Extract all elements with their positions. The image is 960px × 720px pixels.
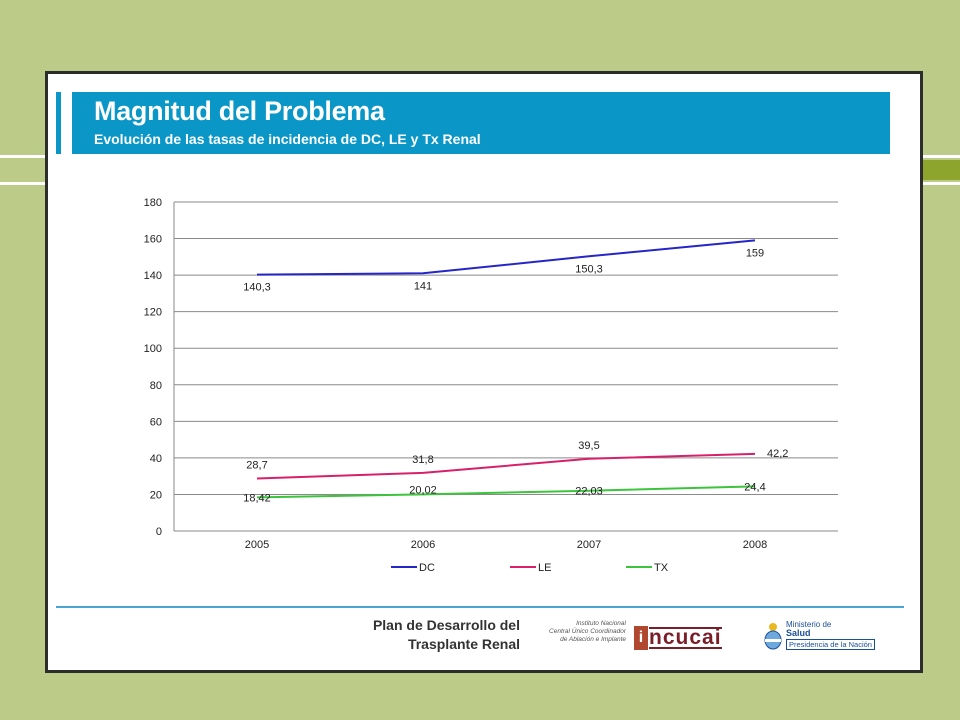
incucai-logo: i ncucai bbox=[634, 626, 722, 650]
y-tick-label: 180 bbox=[144, 197, 162, 209]
y-tick-label: 20 bbox=[150, 489, 162, 501]
institute-caption: Instituto Nacional Central Único Coordin… bbox=[546, 620, 626, 644]
data-label-le: 31,8 bbox=[412, 454, 433, 466]
x-tick-label: 2008 bbox=[743, 539, 767, 551]
series-line-tx bbox=[256, 485, 756, 499]
data-label-le: 28,7 bbox=[246, 460, 267, 472]
y-tick-label: 140 bbox=[144, 270, 162, 282]
data-label-tx: 20,02 bbox=[409, 484, 437, 496]
data-label-tx: 18,42 bbox=[243, 492, 271, 504]
footer-divider bbox=[56, 606, 904, 608]
legend-label-dc: DC bbox=[419, 562, 435, 574]
y-tick-label: 40 bbox=[150, 453, 162, 465]
data-label-le: 39,5 bbox=[578, 440, 599, 452]
data-label-dc: 141 bbox=[414, 280, 432, 292]
background-rule-right bbox=[920, 155, 960, 158]
ministry-line-2: Salud bbox=[786, 628, 811, 638]
legend-label-tx: TX bbox=[654, 562, 669, 574]
y-tick-label: 120 bbox=[144, 307, 162, 319]
institute-line-3: de Ablación e Implante bbox=[560, 636, 626, 643]
data-label-tx: 24,4 bbox=[744, 481, 765, 493]
y-tick-label: 100 bbox=[144, 343, 162, 355]
y-tick-label: 0 bbox=[156, 526, 162, 538]
title-bar: Magnitud del Problema Evolución de las t… bbox=[56, 92, 890, 154]
ministry-line-1: Ministerio de bbox=[786, 620, 832, 629]
data-label-dc: 150,3 bbox=[575, 263, 603, 275]
x-tick-label: 2006 bbox=[411, 539, 435, 551]
background-rule-right-lower bbox=[920, 182, 960, 185]
plan-title-line-2: Trasplante Renal bbox=[407, 636, 520, 652]
series-line-le bbox=[256, 452, 756, 480]
institute-line-1: Instituto Nacional bbox=[576, 620, 626, 627]
data-label-dc: 159 bbox=[746, 247, 764, 259]
line-chart: 0 20 40 60 80 100 120 140 160 180 2005 2006 2007 2008… bbox=[144, 197, 838, 574]
data-label-dc: 140,3 bbox=[243, 282, 271, 294]
incucai-logo-name: ncucai bbox=[649, 626, 722, 649]
x-tick-label: 2005 bbox=[245, 539, 269, 551]
page-title: Magnitud del Problema bbox=[94, 96, 385, 126]
legend-label-le: LE bbox=[538, 562, 551, 574]
data-label-le: 42,2 bbox=[767, 448, 788, 460]
ministry-line-3: Presidencia de la Nación bbox=[786, 639, 875, 650]
plan-title-line-1: Plan de Desarrollo del bbox=[372, 617, 520, 633]
plan-title: Plan de Desarrollo del Trasplante Renal bbox=[328, 616, 520, 654]
y-tick-label: 160 bbox=[144, 234, 162, 246]
background-rule-left-lower bbox=[0, 182, 48, 185]
data-label-tx: 22,03 bbox=[575, 486, 603, 498]
slide: Magnitud del Problema Evolución de las t… bbox=[48, 74, 920, 670]
y-tick-label: 60 bbox=[150, 416, 162, 428]
background-rule-left bbox=[0, 155, 48, 158]
page-subtitle: Evolución de las tasas de incidencia de … bbox=[94, 131, 481, 147]
title-bar-accent bbox=[56, 92, 61, 154]
background-accent-bar bbox=[920, 160, 960, 180]
x-tick-label: 2007 bbox=[577, 539, 601, 551]
y-tick-label: 80 bbox=[150, 380, 162, 392]
institute-line-2: Central Único Coordinador bbox=[549, 628, 626, 635]
incucai-logo-mark: i bbox=[634, 626, 648, 650]
ministry-logo: Ministerio de Salud Presidencia de la Na… bbox=[786, 620, 875, 650]
series-line-dc bbox=[256, 239, 756, 276]
national-seal-icon bbox=[764, 623, 782, 650]
